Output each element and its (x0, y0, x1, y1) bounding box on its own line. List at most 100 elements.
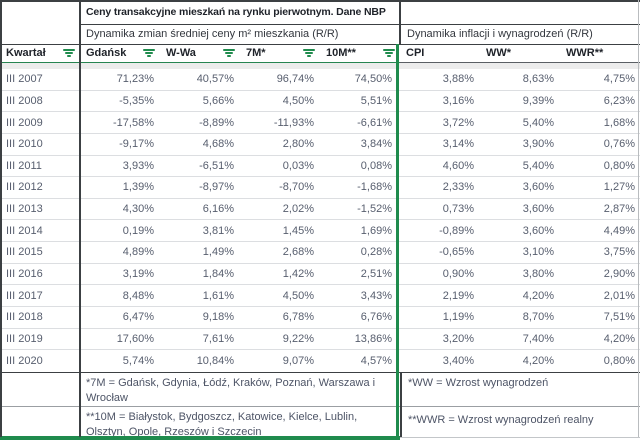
cell-quarter: III 2015 (6, 246, 43, 259)
cell-quarter: III 2016 (6, 267, 43, 280)
column-label: CPI (406, 47, 425, 59)
border-above-footnotes (0, 372, 640, 373)
cell-cpi: 2,19% (442, 289, 474, 302)
cell-m10: -1,68% (357, 181, 392, 194)
cell-m10: 6,76% (360, 311, 392, 324)
column-header-2: W-Wa (160, 44, 240, 62)
cell-gdansk: 3,93% (122, 159, 154, 172)
cell-m10: 3,84% (360, 138, 392, 151)
column-label: W-Wa (166, 47, 196, 59)
cell-wwa: 9,18% (202, 311, 234, 324)
cell-quarter: III 2018 (6, 311, 43, 324)
column-header-4: 10M** (320, 44, 400, 62)
table-row: III 2007 71,23% 40,57% 96,74% 74,50% 3,88% 8,6… (0, 69, 640, 91)
table-row: III 2019 17,60% 7,61% 9,22% 13,86% 3,20% 7,40%… (0, 329, 640, 351)
column-header-0: Kwartał (0, 44, 80, 62)
frozen-row-line (0, 62, 400, 63)
cell-wwa: 4,68% (202, 138, 234, 151)
cell-gdansk: -17,58% (113, 116, 154, 129)
footnote-10m: **10M = Białystok, Bydgoszcz, Katowice, … (86, 411, 358, 437)
cell-ww: 3,60% (522, 203, 554, 216)
cell-ww: 9,39% (522, 94, 554, 107)
cell-ww: 5,40% (522, 159, 554, 172)
bottom-right-border (400, 437, 640, 438)
cell-quarter: III 2014 (6, 224, 43, 237)
filter-icon[interactable] (303, 49, 315, 57)
cell-cpi: 3,20% (442, 332, 474, 345)
cell-wwr: 7,51% (603, 311, 635, 324)
cell-m10: -1,52% (357, 203, 392, 216)
cell-cpi: 4,60% (442, 159, 474, 172)
section-border-top (399, 0, 401, 44)
cell-quarter: III 2020 (6, 354, 43, 367)
cell-m7: 9,22% (282, 332, 314, 345)
cell-ww: 3,60% (522, 224, 554, 237)
column-label: Gdańsk (86, 47, 127, 59)
cell-cpi: 2,33% (442, 181, 474, 194)
cell-m7: 4,50% (282, 94, 314, 107)
filter-icon[interactable] (383, 49, 395, 57)
cell-wwr: 0,76% (603, 138, 635, 151)
cell-m10: 0,08% (360, 159, 392, 172)
cell-quarter: III 2012 (6, 181, 43, 194)
cell-quarter: III 2010 (6, 138, 43, 151)
right-subtitle: Dynamika inflacji i wynagrodzeń (R/R) (407, 28, 593, 40)
cell-wwa: 1,84% (202, 267, 234, 280)
table-row: III 2008 -5,35% 5,66% 4,50% 5,51% 3,16% 9,39% 6… (0, 91, 640, 113)
cell-quarter: III 2013 (6, 203, 43, 216)
cell-m7: 9,07% (282, 354, 314, 367)
cell-wwa: -8,89% (199, 116, 234, 129)
border-right (638, 0, 639, 437)
cell-quarter: III 2011 (6, 159, 42, 172)
cell-ww: 4,20% (522, 354, 554, 367)
cell-m7: 2,80% (282, 138, 314, 151)
cell-wwr: 2,90% (603, 267, 635, 280)
cell-m10: 13,86% (354, 332, 392, 345)
cell-cpi: 1,19% (442, 311, 474, 324)
cell-wwa: 40,57% (196, 73, 234, 86)
cell-wwr: 4,49% (603, 224, 635, 237)
cell-wwr: 0,80% (603, 159, 635, 172)
cell-ww: 4,20% (522, 289, 554, 302)
footnote-7m: *7M = Gdańsk, Gdynia, Łódź, Kraków, Pozn… (86, 377, 376, 404)
cell-gdansk: 3,19% (122, 267, 154, 280)
cell-ww: 8,63% (522, 73, 554, 86)
cell-m7: 6,78% (282, 311, 314, 324)
cell-quarter: III 2009 (6, 116, 43, 129)
cell-wwr: 0,80% (603, 354, 635, 367)
bottom-green-line (0, 436, 400, 440)
filter-icon[interactable] (143, 49, 155, 57)
border-left (0, 0, 2, 437)
cell-gdansk: -9,17% (119, 138, 154, 151)
cell-m7: 4,50% (282, 289, 314, 302)
cell-gdansk: 17,60% (116, 332, 154, 345)
quarter-column-border (79, 0, 81, 437)
cell-m10: 4,57% (360, 354, 392, 367)
cell-cpi: 0,90% (442, 267, 474, 280)
cell-quarter: III 2007 (6, 73, 43, 86)
cell-m10: 1,69% (360, 224, 392, 237)
cell-gdansk: 1,39% (122, 181, 154, 194)
cell-wwr: 1,27% (603, 181, 635, 194)
cell-m10: 2,51% (360, 267, 392, 280)
table-row: III 2010 -9,17% 4,68% 2,80% 3,84% 3,14% 3,90% 0… (0, 134, 640, 156)
cell-m10: 3,43% (360, 289, 392, 302)
footnote-wwr: **WWR = Wzrost wynagrodzeń realny (408, 414, 594, 426)
cell-m10: 5,51% (360, 94, 392, 107)
table-row: III 2020 5,74% 10,84% 9,07% 4,57% 3,40% 4,20% 0… (0, 350, 640, 372)
cell-ww: 3,10% (522, 246, 554, 259)
table-row: III 2011 3,93% -6,51% 0,03% 0,08% 4,60% 5,40% 0… (0, 156, 640, 178)
filter-icon[interactable] (63, 49, 75, 57)
cell-wwr: 6,23% (603, 94, 635, 107)
section-border-bottom (400, 372, 402, 437)
cell-ww: 3,60% (522, 181, 554, 194)
cell-gdansk: 4,89% (122, 246, 154, 259)
cell-wwr: 2,87% (603, 203, 635, 216)
cell-cpi: -0,65% (439, 246, 474, 259)
filter-icon[interactable] (223, 49, 235, 57)
cell-ww: 5,40% (522, 116, 554, 129)
cell-cpi: 3,40% (442, 354, 474, 367)
table-title: Ceny transakcyjne mieszkań na rynku pier… (86, 6, 386, 18)
table-row: III 2012 1,39% -8,97% -8,70% -1,68% 2,33% 3,60… (0, 177, 640, 199)
